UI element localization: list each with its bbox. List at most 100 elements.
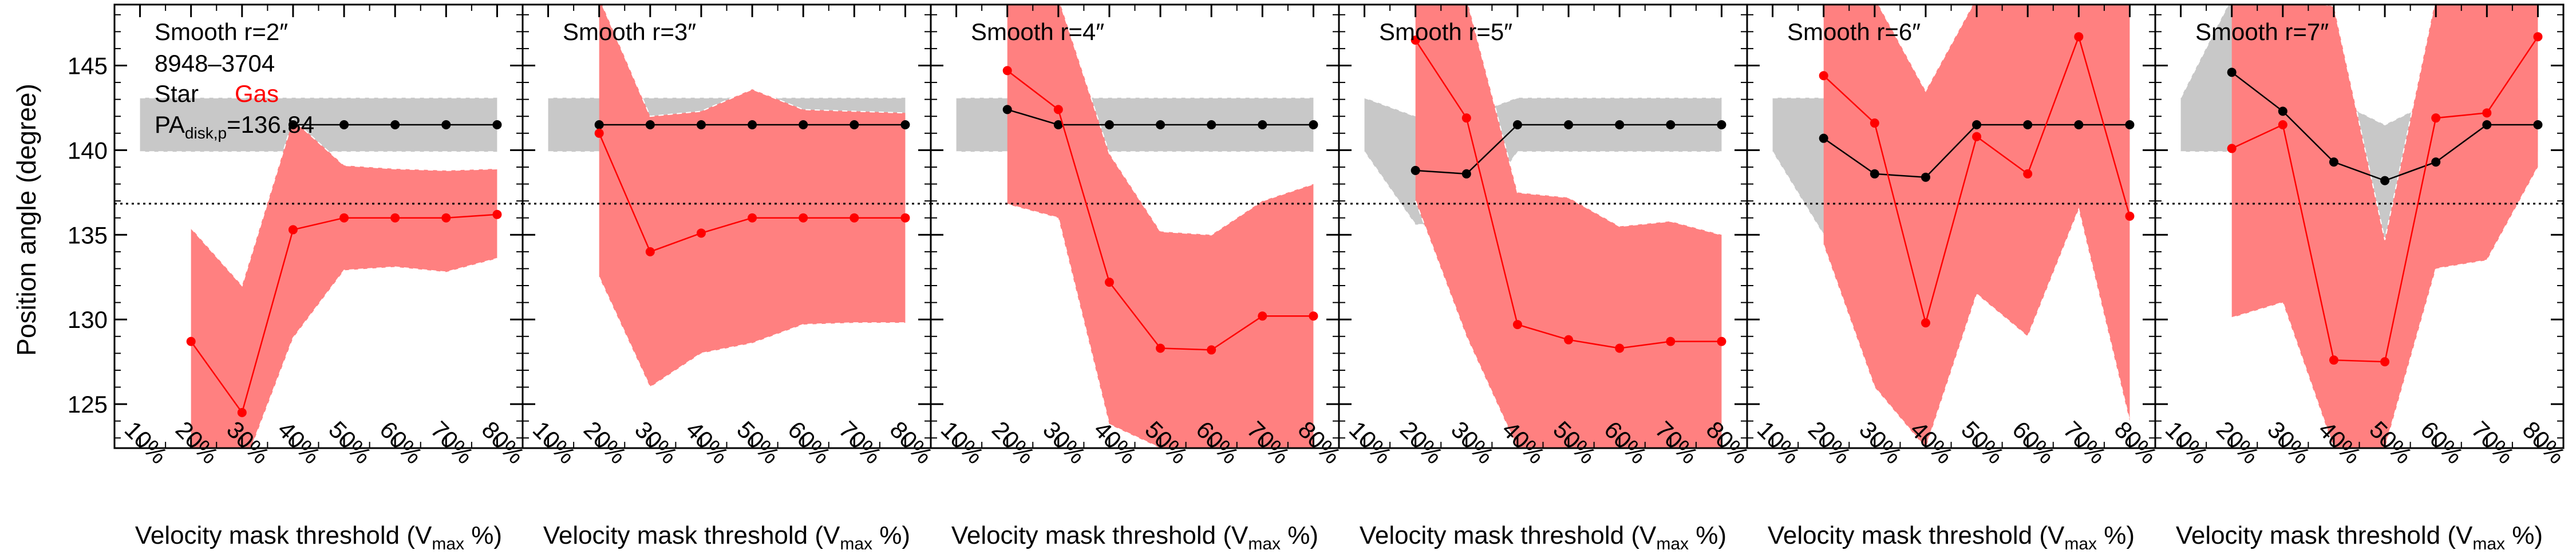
- star-series-point: [748, 120, 757, 130]
- gas-series-point: [339, 213, 349, 223]
- gas-series-point: [1615, 343, 1625, 353]
- gas-series-point: [1411, 35, 1420, 45]
- plot-area: [1339, 5, 1747, 448]
- gas-series-point: [1104, 278, 1114, 287]
- x-tick-label: 20%: [579, 416, 632, 469]
- star-error-band-upper-edge: [1364, 97, 1722, 117]
- gas-error-band: [191, 120, 497, 448]
- star-series-point: [2227, 68, 2237, 77]
- star-series-point: [2023, 120, 2033, 130]
- star-series-point: [645, 120, 655, 130]
- star-series-point: [1717, 120, 1726, 130]
- plot-area: [1747, 5, 2155, 448]
- x-tick-label: 80%: [885, 416, 938, 469]
- x-axis-label: Velocity mask threshold (Vmax %): [951, 521, 1318, 553]
- gas-series-point: [2023, 169, 2033, 179]
- star-series-point: [1156, 120, 1165, 130]
- star-series-point: [1104, 120, 1114, 130]
- star-series-point: [850, 120, 859, 130]
- gas-series-point: [1666, 337, 1676, 346]
- gas-series-point: [2227, 144, 2237, 153]
- x-tick-label: 70%: [2059, 416, 2112, 469]
- gas-error-band: [1415, 5, 1722, 448]
- gas-series-point: [1819, 71, 1828, 81]
- x-tick-label: 30%: [1038, 416, 1091, 469]
- panel-title: Smooth r=3″: [563, 18, 696, 45]
- gas-series-point: [2431, 113, 2441, 123]
- x-tick-label: 10%: [1752, 416, 1805, 469]
- gas-series-point: [492, 209, 502, 219]
- gas-series-point: [1156, 343, 1165, 353]
- x-tick-label: 30%: [630, 416, 683, 469]
- gas-series-point: [850, 213, 859, 223]
- panel-title: Smooth r=2″: [155, 18, 288, 45]
- x-axis-label: Velocity mask threshold (Vmax %): [2176, 521, 2543, 553]
- star-series-point: [2380, 176, 2390, 185]
- star-series-point: [390, 120, 400, 130]
- star-series-point: [2125, 120, 2135, 130]
- gas-series-point: [645, 247, 655, 256]
- star-series-point: [2533, 120, 2543, 130]
- star-series-point: [441, 120, 451, 130]
- gas-error-band-lower-edge: [250, 258, 497, 448]
- gas-series-point: [1717, 337, 1726, 346]
- gas-error-band-upper-edge: [1467, 5, 1722, 236]
- x-tick-label: 20%: [2211, 416, 2265, 469]
- gas-series-point: [186, 337, 196, 346]
- star-series-point: [1053, 120, 1063, 130]
- y-tick-label: 130: [68, 306, 108, 333]
- gas-series-point: [288, 225, 298, 235]
- star-series-point: [2278, 106, 2287, 116]
- gas-error-band-lower-edge: [598, 276, 906, 388]
- gas-series-point: [1002, 66, 1012, 76]
- x-tick-label: 10%: [528, 416, 581, 469]
- panel-6: 10%20%30%40%50%60%70%80%Smooth r=7″Veloc…: [2154, 3, 2570, 553]
- star-series-point: [1666, 120, 1676, 130]
- gas-series-point: [799, 213, 808, 223]
- x-tick-label: 50%: [323, 416, 377, 469]
- plot-area: [523, 5, 931, 388]
- plot-area: [931, 5, 1339, 448]
- x-axis-label: Velocity mask threshold (Vmax %): [1360, 521, 1726, 553]
- star-series-point: [1615, 120, 1625, 130]
- x-tick-label: 10%: [120, 416, 173, 469]
- star-series-point: [2329, 157, 2338, 167]
- gas-series-point: [1207, 345, 1216, 355]
- x-tick-label: 10%: [936, 416, 989, 469]
- star-series-point: [799, 120, 808, 130]
- x-tick-label: 60%: [374, 416, 428, 469]
- panel-3: 10%20%30%40%50%60%70%80%Smooth r=4″Veloc…: [930, 3, 1346, 553]
- panel-title: Smooth r=4″: [971, 18, 1104, 45]
- star-series-point: [1564, 120, 1574, 130]
- star-series-point: [1002, 105, 1012, 114]
- x-tick-label: 80%: [477, 416, 530, 469]
- gas-series-point: [900, 213, 910, 223]
- gas-series-point: [1512, 320, 1522, 330]
- gas-series-point: [2482, 108, 2492, 118]
- legend-star: Star: [155, 80, 199, 107]
- gas-error-band-upper-edge: [190, 118, 497, 287]
- star-series-point: [1309, 120, 1318, 130]
- star-series-point: [1972, 120, 1982, 130]
- x-tick-label: 40%: [272, 416, 326, 469]
- panel-1: 10%20%30%40%50%60%70%80%125130135140145S…: [68, 3, 530, 553]
- x-tick-label: 60%: [2007, 416, 2060, 469]
- gas-series-point: [1309, 311, 1318, 321]
- gas-series-point: [1258, 311, 1267, 321]
- panel-title: Smooth r=7″: [2195, 18, 2329, 45]
- star-series-point: [1258, 120, 1267, 130]
- panels: 10%20%30%40%50%60%70%80%125130135140145S…: [68, 3, 2570, 553]
- x-tick-label: 10%: [1344, 416, 1397, 469]
- panel-title: Smooth r=5″: [1379, 18, 1512, 45]
- gas-error-band: [599, 5, 906, 387]
- plot-area: [114, 97, 523, 448]
- x-tick-label: 30%: [1446, 416, 1499, 469]
- star-series-point: [1411, 165, 1420, 175]
- x-tick-label: 80%: [2109, 416, 2163, 469]
- gas-series-point: [594, 128, 604, 138]
- star-series-point: [2482, 120, 2492, 130]
- gas-series-point: [1921, 318, 1930, 328]
- gas-error-band: [1823, 5, 2130, 448]
- x-tick-label: 70%: [426, 416, 479, 469]
